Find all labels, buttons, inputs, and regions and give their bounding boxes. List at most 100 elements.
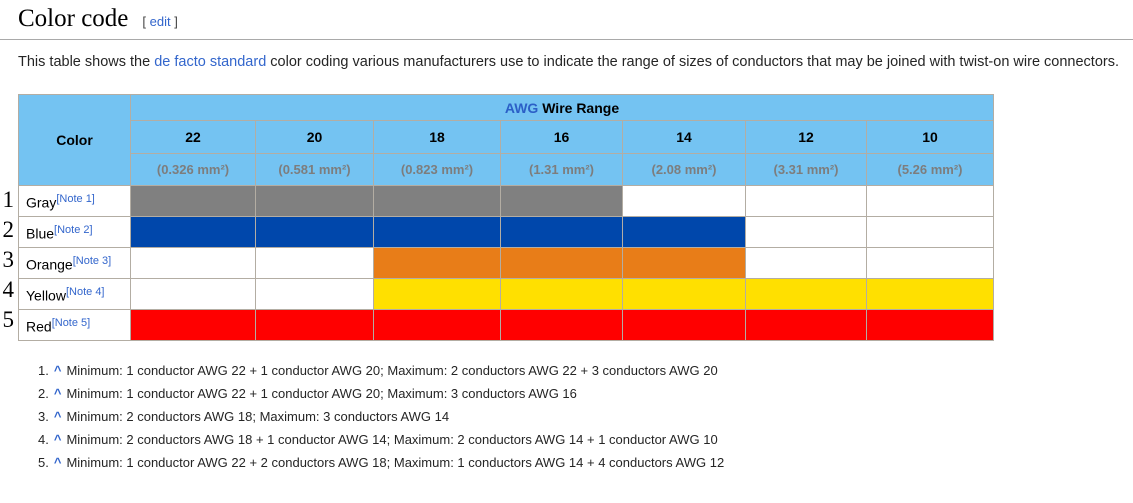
- page-title: Color code: [18, 5, 129, 32]
- awg-link[interactable]: AWG: [504, 99, 539, 116]
- footnote-text: Minimum: 1 conductor AWG 22 + 1 conducto…: [66, 386, 577, 401]
- wire-cell-blue-18: [373, 216, 501, 248]
- wire-cell-blue-20: [255, 216, 374, 248]
- wire-cell-yellow-20: [255, 278, 374, 310]
- color-row-blue: Blue[Note 2]: [18, 216, 994, 248]
- note-superscript: [Note 3]: [73, 254, 112, 267]
- intro-text-before: This table shows the: [18, 54, 155, 70]
- wire-cell-yellow-12: [745, 278, 867, 310]
- wire-cell-gray-16: [500, 185, 623, 217]
- footnote-list: 1. ^ Minimum: 1 conductor AWG 22 + 1 condu…: [38, 359, 1133, 474]
- table-body: Gray[Note 1] Blue[Note 2] Orange[Note 3] Ye…: [18, 185, 994, 341]
- group-header-row: Color AWG Wire Range: [18, 94, 994, 186]
- margin-row-number: 2: [2, 217, 15, 242]
- wire-cell-orange-22: [130, 247, 256, 279]
- wire-cell-yellow-10: [866, 278, 994, 310]
- gauge-header-10: 10: [866, 120, 994, 154]
- footnote-number: 5.: [38, 455, 49, 470]
- footnote-backlink[interactable]: ^: [53, 409, 62, 424]
- wire-cell-red-20: [255, 309, 374, 341]
- note-ref-link[interactable]: [Note 4]: [65, 285, 105, 298]
- gauge-header-20: 20: [255, 120, 374, 154]
- color-row-yellow: Yellow[Note 4]: [18, 278, 994, 310]
- color-name: Yellow: [26, 287, 66, 304]
- wire-cell-yellow-18: [373, 278, 501, 310]
- gauge-header-row: 22 20 18 16 14 12 10: [19, 120, 994, 154]
- note-superscript: [Note 5]: [52, 316, 91, 329]
- area-header-10: (5.26 mm²): [866, 153, 994, 186]
- wire-cell-red-12: [745, 309, 867, 341]
- note-ref-link[interactable]: [Note 5]: [51, 316, 91, 329]
- note-ref-link[interactable]: [Note 3]: [72, 254, 112, 267]
- margin-row-number: 3: [2, 247, 15, 272]
- wire-cell-yellow-16: [500, 278, 623, 310]
- wire-cell-blue-22: [130, 216, 256, 248]
- wire-cell-gray-10: [866, 185, 994, 217]
- wire-cell-orange-14: [622, 247, 746, 279]
- wire-cell-gray-20: [255, 185, 374, 217]
- wire-cell-yellow-22: [130, 278, 256, 310]
- wire-cell-gray-22: [130, 185, 256, 217]
- edit-section: [ edit ]: [142, 14, 177, 29]
- margin-row-number: 5: [2, 307, 15, 332]
- color-row-gray: Gray[Note 1]: [18, 185, 994, 217]
- row-label: Gray[Note 1]: [18, 185, 131, 217]
- footnote-number: 2.: [38, 386, 49, 401]
- edit-link[interactable]: edit: [149, 14, 171, 29]
- footnote-number: 1.: [38, 363, 49, 378]
- footnote-text: Minimum: 2 conductors AWG 18; Maximum: 3…: [66, 409, 450, 424]
- footnote-text: Minimum: 2 conductors AWG 18 + 1 conduct…: [66, 432, 718, 447]
- edit-bracket-close: ]: [174, 14, 178, 29]
- area-header-12: (3.31 mm²): [745, 153, 867, 186]
- gauge-header-14: 14: [622, 120, 746, 154]
- color-name: Orange: [26, 256, 73, 273]
- gauge-header-16: 16: [500, 120, 623, 154]
- gauge-header-12: 12: [745, 120, 867, 154]
- wire-cell-orange-16: [500, 247, 623, 279]
- note-superscript: [Note 1]: [56, 192, 95, 205]
- footnote-item-5: 5. ^ Minimum: 1 conductor AWG 22 + 2 condu…: [38, 451, 1133, 474]
- section-heading: Color code [ edit ]: [0, 0, 1133, 40]
- wire-cell-blue-12: [745, 216, 867, 248]
- color-name: Red: [26, 318, 52, 335]
- wire-cell-orange-20: [255, 247, 374, 279]
- intro-paragraph: This table shows the de facto standard c…: [18, 51, 1122, 73]
- footnote-backlink[interactable]: ^: [53, 386, 62, 401]
- area-header-20: (0.581 mm²): [255, 153, 374, 186]
- wire-range-label: Wire Range: [538, 99, 620, 116]
- note-superscript: [Note 4]: [66, 285, 105, 298]
- wire-cell-blue-10: [866, 216, 994, 248]
- wire-cell-gray-12: [745, 185, 867, 217]
- footnote-backlink[interactable]: ^: [53, 455, 62, 470]
- margin-row-number: 4: [2, 277, 15, 302]
- color-code-table: Color AWG Wire Range 22 20 18 16 14 12 10 (0.3…: [18, 94, 994, 341]
- table-header: Color AWG Wire Range 22 20 18 16 14 12 10 (0.3…: [18, 94, 994, 186]
- gauge-header-18: 18: [373, 120, 501, 154]
- footnote-backlink[interactable]: ^: [53, 432, 62, 447]
- wire-cell-blue-16: [500, 216, 623, 248]
- footnote-item-2: 2. ^ Minimum: 1 conductor AWG 22 + 1 condu…: [38, 382, 1133, 405]
- wire-cell-gray-14: [622, 185, 746, 217]
- note-ref-link[interactable]: [Note 2]: [54, 223, 93, 236]
- intro-text-after: color coding various manufacturers use t…: [266, 54, 1119, 70]
- gauge-header-22: 22: [130, 120, 256, 154]
- row-label: Red[Note 5]: [18, 309, 131, 341]
- area-header-14: (2.08 mm²): [622, 153, 746, 186]
- de-facto-standard-link[interactable]: de facto standard: [154, 54, 267, 70]
- color-column-header: Color: [18, 94, 131, 186]
- color-row-red: Red[Note 5]: [18, 309, 994, 341]
- footnote-backlink[interactable]: ^: [53, 363, 62, 378]
- wire-cell-red-22: [130, 309, 256, 341]
- footnote-item-4: 4. ^ Minimum: 2 conductors AWG 18 + 1 cond…: [38, 428, 1133, 451]
- footnote-text: Minimum: 1 conductor AWG 22 + 2 conducto…: [66, 455, 725, 470]
- wire-cell-red-14: [622, 309, 746, 341]
- note-ref-link[interactable]: [Note 1]: [56, 192, 95, 205]
- footnote-item-3: 3. ^ Minimum: 2 conductors AWG 18; Maximum…: [38, 405, 1133, 428]
- area-header-row: (0.326 mm²) (0.581 mm²) (0.823 mm²) (1.31 m…: [19, 153, 994, 186]
- row-label: Blue[Note 2]: [18, 216, 131, 248]
- note-superscript: [Note 2]: [54, 223, 93, 236]
- area-header-18: (0.823 mm²): [373, 153, 501, 186]
- footnote-item-1: 1. ^ Minimum: 1 conductor AWG 22 + 1 condu…: [38, 359, 1133, 382]
- color-name: Blue: [26, 225, 55, 242]
